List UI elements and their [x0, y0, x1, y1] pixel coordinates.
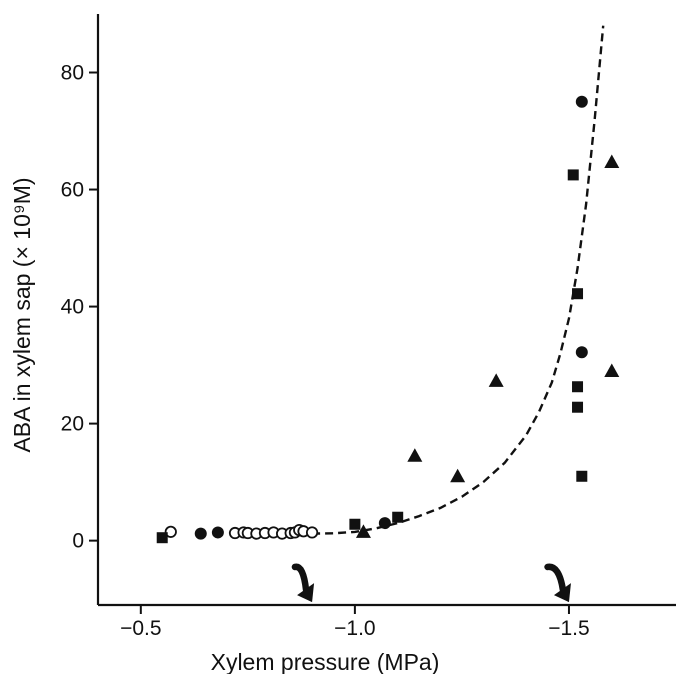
data-points-layer: [156, 95, 620, 544]
arrow-head: [553, 583, 571, 603]
axes: [96, 14, 676, 607]
filled-triangle-point: [407, 448, 423, 462]
filled-circle-point: [211, 526, 224, 539]
filled-square-point: [572, 401, 584, 413]
y-tick-label: 40: [61, 296, 84, 319]
filled-square-point: [349, 518, 361, 530]
open-circle-point: [305, 526, 319, 539]
arrow-head: [297, 583, 315, 603]
filled-square-point: [576, 470, 588, 482]
filled-circle-point: [575, 346, 588, 359]
filled-triangle-point: [604, 154, 620, 169]
filled-square-point: [567, 169, 579, 181]
x-axis-label: Xylem pressure (MPa): [211, 649, 440, 674]
filled-circle-point: [194, 527, 207, 540]
open-circle-point: [164, 525, 177, 538]
filled-square-point: [392, 511, 404, 523]
x-tick-label: −1.0: [334, 617, 375, 640]
filled-triangle-point: [488, 373, 504, 387]
y-tick-label: 20: [61, 413, 84, 436]
filled-circle-point: [575, 95, 588, 108]
fit-curve-layer: [312, 25, 605, 535]
filled-circle-point: [378, 517, 391, 530]
filled-square-point: [572, 381, 584, 393]
arrow-shaft: [544, 563, 567, 594]
y-tick-label: 0: [72, 530, 84, 553]
x-tick-label: −1.5: [548, 617, 589, 640]
filled-triangle-point: [450, 468, 466, 483]
fit-curve: [312, 25, 605, 535]
y-tick-label: 60: [61, 179, 84, 202]
y-tick-label: 80: [61, 62, 84, 85]
filled-triangle-point: [604, 363, 620, 377]
filled-square-point: [156, 532, 168, 544]
filled-triangle-point: [355, 524, 371, 538]
filled-square-point: [572, 288, 584, 300]
y-axis-label: ABA in xylem sap (× 10⁹M): [9, 177, 35, 452]
x-ticks: −0.5 −1.0 −1.5: [120, 605, 590, 640]
arrow-layer: [291, 563, 571, 603]
y-ticks: 0 20 40 60 80: [61, 62, 98, 553]
arrow-shaft: [291, 563, 310, 594]
x-tick-label: −0.5: [120, 617, 161, 640]
